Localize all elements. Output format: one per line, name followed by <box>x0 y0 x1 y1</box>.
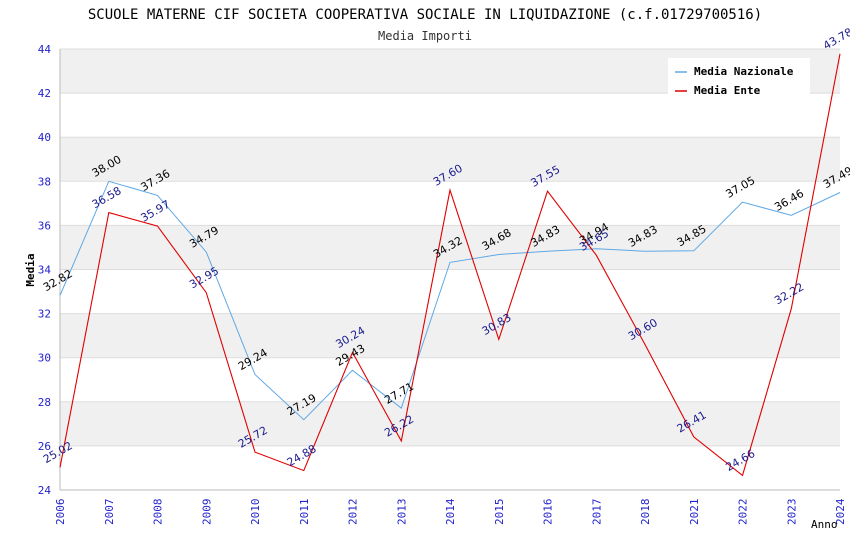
plot-band <box>60 269 840 314</box>
y-axis-label: Media <box>24 253 37 286</box>
x-tick-label: 2014 <box>444 498 457 525</box>
x-tick-label: 2006 <box>54 499 67 526</box>
gridlines <box>59 48 840 491</box>
y-tick-label: 44 <box>38 43 52 56</box>
x-axis-ticks: 2006 2007 2008 2009 2010 2011 2012 2013 2014 2015… <box>54 498 847 525</box>
plot-background <box>60 49 840 490</box>
x-tick-label: 2013 <box>395 499 408 526</box>
y-tick-label: 38 <box>38 175 51 188</box>
plot-band <box>60 401 840 446</box>
y-tick-label: 32 <box>38 308 51 321</box>
plot-band <box>60 357 840 402</box>
x-tick-label: 2007 <box>103 499 116 526</box>
legend-label-nazionale: Media Nazionale <box>694 65 794 78</box>
plot-band <box>60 445 840 490</box>
x-tick-label: 2008 <box>152 499 165 526</box>
legend-label-ente: Media Ente <box>694 84 761 97</box>
plot-band <box>60 313 840 358</box>
y-tick-label: 26 <box>38 440 51 453</box>
data-label-ente: 43.78 <box>821 25 850 52</box>
x-tick-label: 2018 <box>639 499 652 526</box>
series-line-media-nazionale <box>59 180 841 421</box>
plot-band <box>60 137 840 182</box>
legend: Media Nazionale Media Ente <box>668 58 810 97</box>
x-tick-label: 2022 <box>737 499 750 526</box>
x-tick-label: 2012 <box>347 499 360 526</box>
x-tick-label: 2010 <box>249 499 262 526</box>
x-tick-label: 2011 <box>298 499 311 526</box>
x-tick-label: 2015 <box>493 499 506 526</box>
x-tick-label: 2021 <box>688 499 701 526</box>
x-tick-label: 2009 <box>200 499 213 526</box>
x-axis-label: Anno <box>811 518 838 531</box>
y-tick-label: 42 <box>38 87 51 100</box>
chart-title: SCUOLE MATERNE CIF SOCIETA COOPERATIVA S… <box>88 7 762 23</box>
chart-subtitle: Media Importi <box>378 29 472 43</box>
x-tick-label: 2024 <box>834 498 847 525</box>
y-tick-label: 28 <box>38 396 51 409</box>
y-tick-label: 30 <box>38 352 51 365</box>
series-line-media-ente <box>59 53 841 477</box>
y-tick-label: 36 <box>38 219 51 232</box>
y-tick-label: 40 <box>38 131 51 144</box>
legend-box <box>668 58 810 96</box>
y-tick-label: 24 <box>38 484 52 497</box>
series-lines <box>59 53 841 477</box>
x-tick-label: 2017 <box>590 499 603 526</box>
y-axis-ticks: 24 26 28 30 32 34 36 38 40 42 44 <box>38 43 52 497</box>
x-tick-label: 2016 <box>542 499 555 526</box>
x-tick-label: 2023 <box>785 499 798 526</box>
y-tick-label: 34 <box>38 264 52 277</box>
plot-band <box>60 93 840 138</box>
